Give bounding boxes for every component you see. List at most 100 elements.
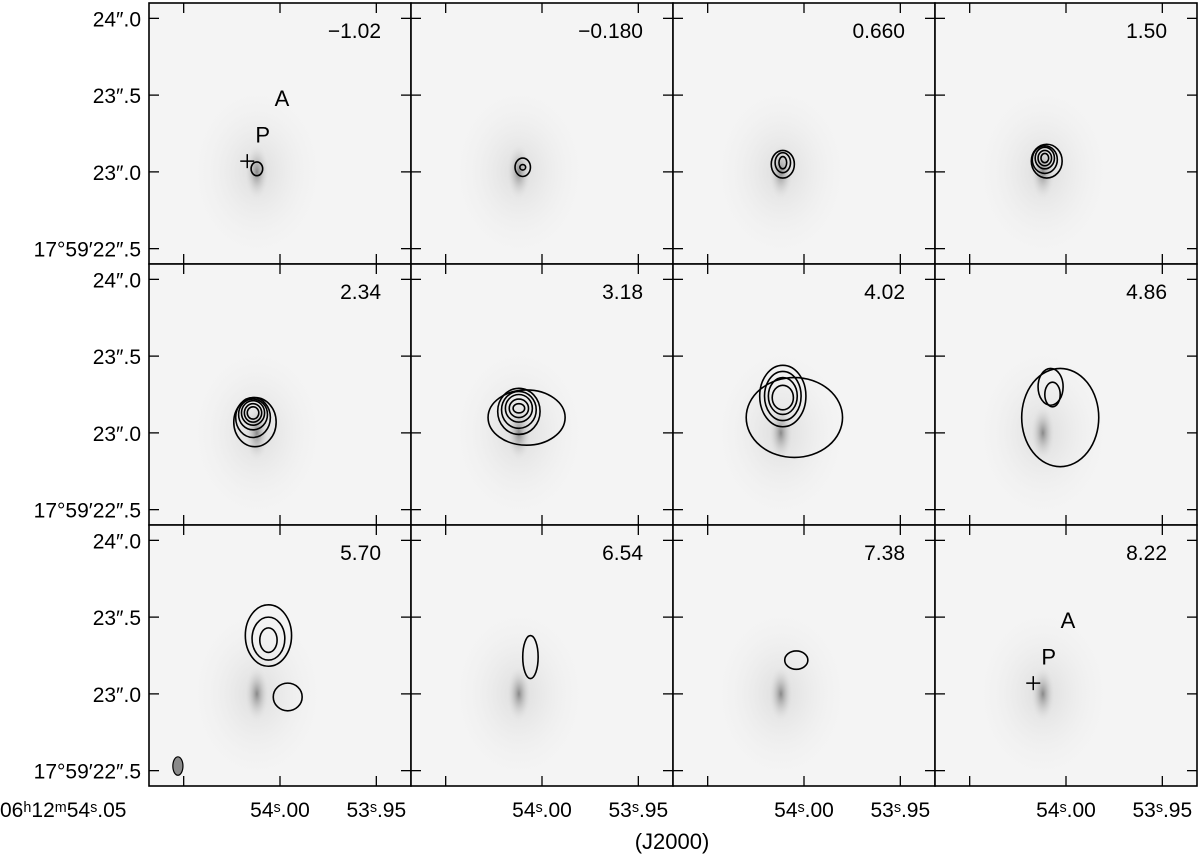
channel-panel: 4.86 bbox=[934, 263, 1198, 526]
contour-line bbox=[519, 163, 527, 171]
channel-panel: 1.50 bbox=[934, 2, 1198, 265]
y-tick-label: 23″.0 bbox=[93, 162, 141, 185]
contour-line bbox=[1037, 149, 1053, 167]
protostar-cross-marker bbox=[1026, 676, 1041, 691]
velocity-label: 5.70 bbox=[340, 542, 381, 565]
x-tick-label: 54ˢ.00 bbox=[1036, 799, 1096, 822]
channel-panel: PA 8.22 bbox=[934, 524, 1198, 787]
emission-core bbox=[505, 402, 532, 463]
y-tick-label: 23″.0 bbox=[93, 423, 141, 446]
channel-panel: 4.02 bbox=[672, 263, 936, 526]
panel-ticks bbox=[935, 264, 1197, 525]
panel-ticks bbox=[673, 525, 935, 786]
contour-line bbox=[244, 604, 293, 668]
contour-line bbox=[512, 402, 526, 414]
marker-label-a: A bbox=[1061, 608, 1076, 633]
contour-line bbox=[778, 155, 788, 170]
x-tick-label: 53ˢ.95 bbox=[1132, 799, 1192, 822]
velocity-label: 7.38 bbox=[864, 542, 905, 565]
y-tick-label: 17°59′22″.5 bbox=[34, 239, 141, 262]
contour-line bbox=[774, 151, 792, 174]
channel-panel: 7.38 bbox=[672, 524, 936, 787]
contour-line bbox=[514, 157, 532, 178]
emission-core bbox=[1029, 663, 1056, 724]
contour-line bbox=[521, 634, 539, 680]
contour-line bbox=[1034, 146, 1056, 170]
channel-panel: −0.180 bbox=[410, 2, 674, 265]
x-tick-label: 54ˢ.00 bbox=[774, 799, 834, 822]
panel-ticks bbox=[673, 264, 935, 525]
contour-line bbox=[234, 396, 272, 439]
velocity-label: 2.34 bbox=[340, 281, 381, 304]
y-tick-label: 23″.5 bbox=[93, 607, 141, 630]
emission-core bbox=[1029, 402, 1056, 463]
x-tick-label: 06ʰ12ᵐ54ˢ.05 bbox=[0, 799, 126, 822]
panel-ticks bbox=[411, 525, 673, 786]
x-tick-label: 53ˢ.95 bbox=[346, 799, 406, 822]
contour-line bbox=[504, 393, 534, 423]
contour-line bbox=[272, 682, 303, 712]
channel-panel: 6.54 bbox=[410, 524, 674, 787]
beam-ellipse bbox=[172, 756, 184, 776]
channel-panel: PA −1.02 bbox=[148, 2, 412, 265]
marker-label-p: P bbox=[255, 123, 270, 148]
contour-line bbox=[258, 627, 278, 654]
contour-line bbox=[767, 376, 799, 416]
contour-line bbox=[500, 390, 538, 430]
channel-panel: 3.18 bbox=[410, 263, 674, 526]
emission-core bbox=[1029, 141, 1056, 202]
contour-line bbox=[1031, 144, 1059, 175]
contour-line bbox=[783, 650, 809, 671]
y-tick-label: 23″.0 bbox=[93, 684, 141, 707]
emission-core bbox=[243, 663, 270, 724]
contour-line bbox=[1040, 152, 1050, 164]
y-tick-label: 23″.5 bbox=[93, 346, 141, 369]
panels-layer: PA−1.02 −0.180 0.660 1.502.34 3.18 4.02 4.865.… bbox=[148, 2, 1198, 787]
velocity-label: 0.660 bbox=[852, 20, 905, 43]
panel-frame bbox=[934, 524, 1198, 787]
contour-line bbox=[758, 364, 807, 428]
emission-core bbox=[767, 663, 794, 724]
panel-ticks bbox=[149, 264, 411, 525]
velocity-label: −1.02 bbox=[328, 20, 381, 43]
y-tick-label: 24″.0 bbox=[93, 530, 141, 553]
x-axis-label: (J2000) bbox=[635, 829, 710, 854]
contour-line bbox=[1030, 143, 1063, 179]
channel-panel: 0.660 bbox=[672, 2, 936, 265]
y-tick-label: 23″.5 bbox=[93, 85, 141, 108]
contour-line bbox=[496, 387, 541, 436]
contour-line bbox=[1020, 367, 1100, 468]
velocity-label: 6.54 bbox=[602, 542, 643, 565]
contour-line bbox=[770, 149, 796, 179]
axes-layer: 24″.0 23″.5 23″.0 17°59′22″.5 24″.0 23″.5 23″.… bbox=[0, 8, 1192, 822]
channel-panel: 2.34 bbox=[148, 263, 412, 526]
contour-line bbox=[240, 399, 266, 427]
y-tick-label: 24″.0 bbox=[93, 269, 141, 292]
emission-core bbox=[243, 141, 270, 202]
velocity-label: 3.18 bbox=[602, 281, 643, 304]
x-tick-label: 53ˢ.95 bbox=[608, 799, 668, 822]
x-tick-label: 53ˢ.95 bbox=[870, 799, 930, 822]
contour-line bbox=[237, 398, 269, 431]
contour-line bbox=[251, 616, 286, 661]
x-tick-label: 54ˢ.00 bbox=[250, 799, 310, 822]
emission-core bbox=[505, 663, 532, 724]
marker-label-a: A bbox=[275, 86, 290, 111]
contour-line bbox=[250, 161, 264, 177]
panel-ticks bbox=[673, 3, 935, 264]
protostar-cross-marker bbox=[240, 154, 255, 169]
velocity-label: 4.02 bbox=[864, 281, 905, 304]
panel-ticks bbox=[935, 3, 1197, 264]
contour-line bbox=[1037, 367, 1064, 407]
panel-ticks bbox=[935, 525, 1197, 786]
panel-ticks bbox=[149, 3, 411, 264]
y-tick-label: 24″.0 bbox=[93, 8, 141, 31]
panel-ticks bbox=[411, 264, 673, 525]
contour-line bbox=[1044, 381, 1062, 408]
contour-line bbox=[246, 405, 260, 420]
x-tick-label: 54ˢ.00 bbox=[512, 799, 572, 822]
y-tick-label: 17°59′22″.5 bbox=[34, 500, 141, 523]
marker-label-p: P bbox=[1041, 645, 1056, 670]
channel-panel: 5.70 bbox=[148, 524, 412, 787]
